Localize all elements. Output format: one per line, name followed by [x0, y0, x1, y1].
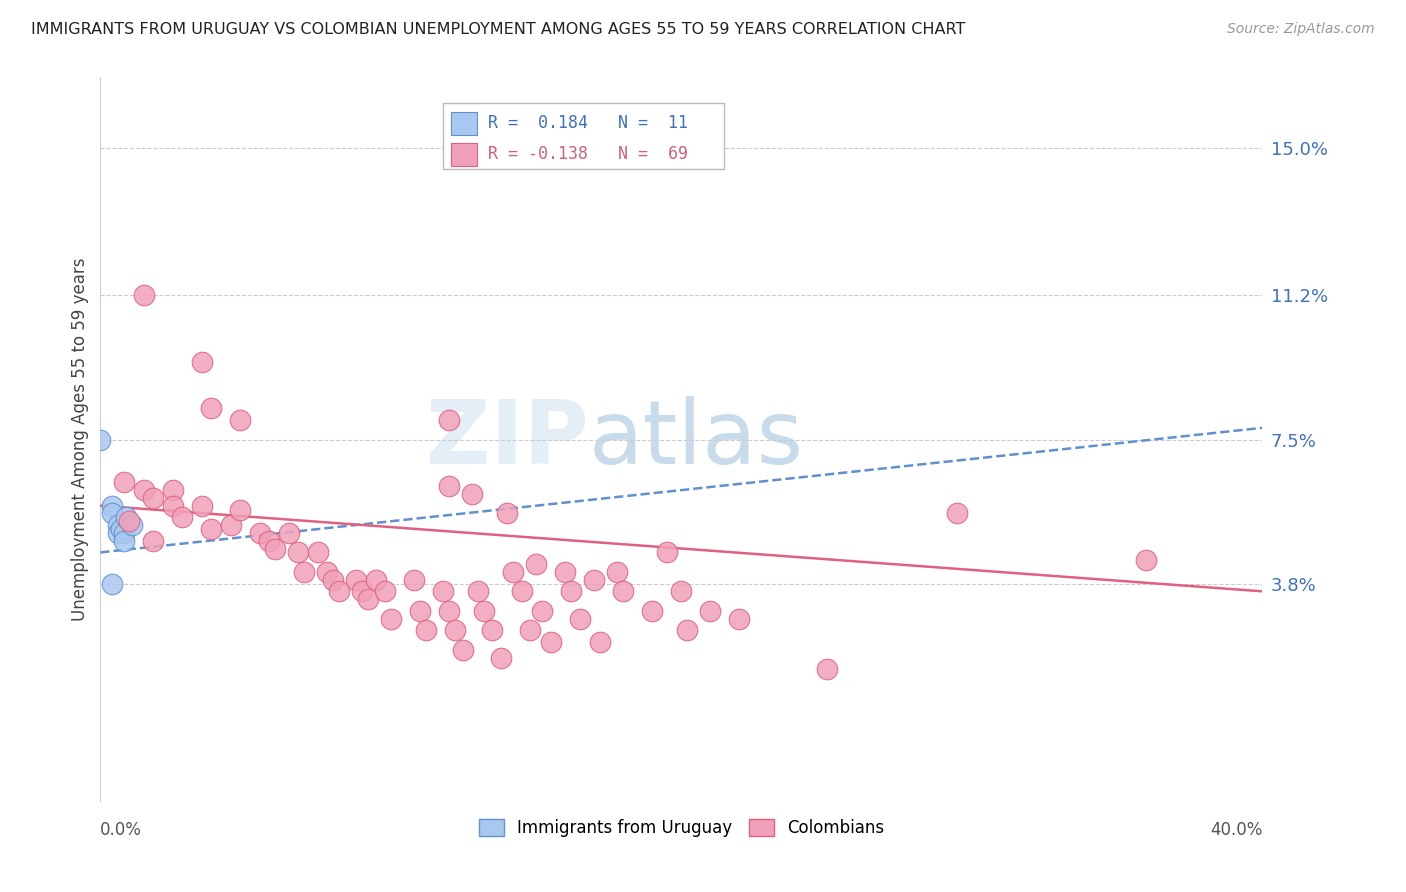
Text: IMMIGRANTS FROM URUGUAY VS COLOMBIAN UNEMPLOYMENT AMONG AGES 55 TO 59 YEARS CORR: IMMIGRANTS FROM URUGUAY VS COLOMBIAN UNE…	[31, 22, 966, 37]
Point	[583, 573, 606, 587]
Point	[502, 565, 524, 579]
Point	[191, 354, 214, 368]
Point	[162, 499, 184, 513]
Point	[568, 611, 591, 625]
Point	[121, 518, 143, 533]
Point	[437, 479, 460, 493]
Point	[112, 533, 135, 548]
Point	[472, 604, 495, 618]
Point	[263, 541, 285, 556]
Point	[107, 525, 129, 540]
Point	[437, 413, 460, 427]
Point	[560, 584, 582, 599]
Text: Source: ZipAtlas.com: Source: ZipAtlas.com	[1227, 22, 1375, 37]
Point	[191, 499, 214, 513]
Point	[530, 604, 553, 618]
Text: ZIP: ZIP	[426, 396, 588, 483]
Point	[200, 522, 222, 536]
Point	[641, 604, 664, 618]
Point	[589, 635, 612, 649]
Point	[110, 522, 132, 536]
Point	[112, 475, 135, 490]
Point	[350, 584, 373, 599]
Point	[142, 533, 165, 548]
Point	[278, 525, 301, 540]
Point	[257, 533, 280, 548]
Point	[219, 518, 242, 533]
Point	[132, 483, 155, 497]
Point	[328, 584, 350, 599]
Point	[437, 604, 460, 618]
Y-axis label: Unemployment Among Ages 55 to 59 years: Unemployment Among Ages 55 to 59 years	[72, 258, 89, 621]
Point	[249, 525, 271, 540]
Text: R = -0.138   N =  69: R = -0.138 N = 69	[488, 145, 688, 163]
Point	[374, 584, 396, 599]
Text: 0.0%: 0.0%	[100, 821, 142, 839]
Point	[946, 507, 969, 521]
Point	[101, 499, 124, 513]
Point	[101, 576, 124, 591]
Point	[344, 573, 367, 587]
Point	[496, 507, 519, 521]
Point	[481, 624, 503, 638]
Point	[554, 565, 576, 579]
Point	[170, 510, 193, 524]
Text: 40.0%: 40.0%	[1211, 821, 1263, 839]
Point	[356, 592, 378, 607]
Point	[815, 662, 838, 676]
Point	[316, 565, 339, 579]
Point	[540, 635, 562, 649]
Point	[229, 413, 252, 427]
Point	[432, 584, 454, 599]
Point	[89, 433, 111, 447]
Point	[107, 518, 129, 533]
Point	[524, 557, 547, 571]
Point	[287, 545, 309, 559]
Point	[453, 642, 475, 657]
Point	[676, 624, 699, 638]
Text: atlas: atlas	[588, 396, 803, 483]
Point	[112, 525, 135, 540]
Point	[292, 565, 315, 579]
Point	[118, 514, 141, 528]
Point	[1135, 553, 1157, 567]
Point	[415, 624, 437, 638]
Point	[467, 584, 489, 599]
Point	[671, 584, 693, 599]
Point	[229, 502, 252, 516]
Point	[519, 624, 541, 638]
Point	[655, 545, 678, 559]
Point	[132, 288, 155, 302]
Point	[142, 491, 165, 505]
Point	[510, 584, 533, 599]
Text: R =  0.184   N =  11: R = 0.184 N = 11	[488, 114, 688, 132]
Point	[162, 483, 184, 497]
Point	[380, 611, 402, 625]
Legend: Immigrants from Uruguay, Colombians: Immigrants from Uruguay, Colombians	[472, 813, 891, 844]
Point	[404, 573, 426, 587]
Point	[612, 584, 634, 599]
Point	[728, 611, 751, 625]
Point	[307, 545, 329, 559]
Point	[200, 401, 222, 416]
Point	[409, 604, 432, 618]
Point	[366, 573, 388, 587]
Point	[443, 624, 465, 638]
Point	[115, 510, 138, 524]
Point	[461, 487, 484, 501]
Point	[101, 507, 124, 521]
Point	[699, 604, 721, 618]
Point	[489, 650, 512, 665]
Point	[322, 573, 344, 587]
Point	[606, 565, 628, 579]
